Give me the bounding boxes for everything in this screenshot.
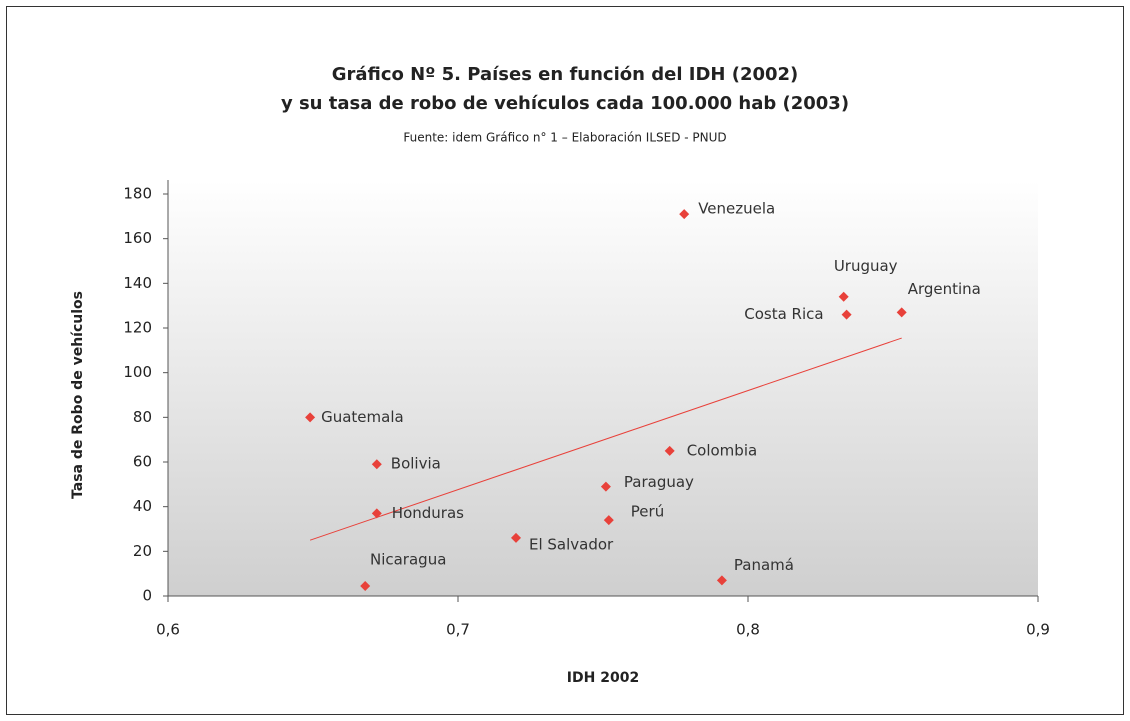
point-label: Argentina: [908, 280, 981, 298]
y-tick-label: 80: [133, 408, 152, 426]
plot-area: [168, 180, 1038, 596]
point: [360, 580, 371, 591]
point: [371, 459, 382, 470]
point: [664, 445, 675, 456]
chart-title: Gráfico Nº 5. Países en función del IDH …: [332, 64, 799, 85]
point: [371, 508, 382, 519]
point-label: Venezuela: [698, 200, 775, 218]
point: [716, 575, 727, 586]
chart-title: y su tasa de robo de vehículos cada 100.…: [281, 93, 849, 114]
point: [838, 291, 849, 302]
point-label: Costa Rica: [744, 305, 823, 323]
y-tick-label: 100: [123, 363, 152, 381]
x-tick-label: 0,7: [446, 621, 470, 639]
trendline: [309, 337, 902, 541]
point: [600, 481, 611, 492]
point-label: Uruguay: [834, 257, 898, 275]
y-tick-label: 140: [123, 274, 152, 292]
point: [896, 307, 907, 318]
point-label: Panamá: [734, 556, 794, 574]
subtitle: Fuente: idem Gráfico n° 1 – Elaboración …: [403, 131, 726, 145]
y-tick-label: 20: [133, 542, 152, 560]
y-tick-label: 0: [142, 587, 152, 605]
point-label: El Salvador: [529, 535, 614, 553]
point-label: Guatemala: [321, 408, 404, 426]
x-tick-label: 0,9: [1026, 621, 1050, 639]
point: [511, 532, 521, 543]
y-tick-label: 120: [123, 319, 152, 337]
point-label: Bolivia: [391, 455, 441, 473]
y-axis-label: Tasa de Robo de vehículos: [70, 291, 86, 499]
point: [603, 515, 614, 526]
point-label: Nicaragua: [370, 550, 446, 568]
y-tick-label: 60: [133, 453, 152, 471]
point-label: Paraguay: [624, 473, 694, 491]
x-tick-label: 0,6: [156, 621, 180, 639]
y-tick-label: 180: [123, 185, 152, 203]
y-tick-label: 160: [123, 229, 152, 247]
point: [679, 209, 690, 220]
x-tick-label: 0,8: [736, 621, 760, 639]
y-tick-label: 40: [133, 497, 152, 515]
point-label: Colombia: [687, 441, 758, 459]
point: [305, 412, 316, 423]
point-label: Perú: [631, 503, 664, 521]
point: [841, 309, 852, 320]
point-label: Honduras: [392, 504, 464, 522]
x-axis-label: IDH 2002: [567, 670, 639, 686]
